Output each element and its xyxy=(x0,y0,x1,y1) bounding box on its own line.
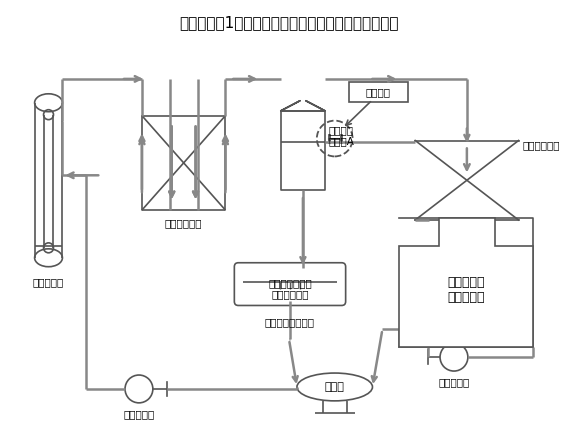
Text: 復　水　器: 復 水 器 xyxy=(447,276,484,289)
Text: 低圧タービン: 低圧タービン xyxy=(523,140,560,151)
Text: 湿分分離
加熱器A: 湿分分離 加熱器A xyxy=(329,125,355,146)
Text: 当該箇所: 当該箇所 xyxy=(366,87,391,97)
FancyBboxPatch shape xyxy=(234,263,346,306)
Ellipse shape xyxy=(297,373,372,401)
Text: 高圧給水加熱器へ: 高圧給水加熱器へ xyxy=(265,317,315,327)
Text: 復水ポンプ: 復水ポンプ xyxy=(438,377,469,387)
Text: 蒸気発生器: 蒸気発生器 xyxy=(33,278,64,288)
Text: 高圧タービン: 高圧タービン xyxy=(165,218,202,228)
Text: 伊方発電所1号機　湿分分離加熱器まわり概略系統図: 伊方発電所1号機 湿分分離加熱器まわり概略系統図 xyxy=(179,16,399,30)
FancyBboxPatch shape xyxy=(349,82,408,102)
Circle shape xyxy=(125,375,153,403)
Text: 復　水　器: 復 水 器 xyxy=(447,291,484,304)
Polygon shape xyxy=(399,218,533,347)
Text: 給水ポンプ: 給水ポンプ xyxy=(123,409,154,419)
Text: 湿分分離加熱器
ドレンタンク: 湿分分離加熱器 ドレンタンク xyxy=(268,278,312,299)
Circle shape xyxy=(440,343,468,371)
Text: 脱気器: 脱気器 xyxy=(325,382,344,392)
